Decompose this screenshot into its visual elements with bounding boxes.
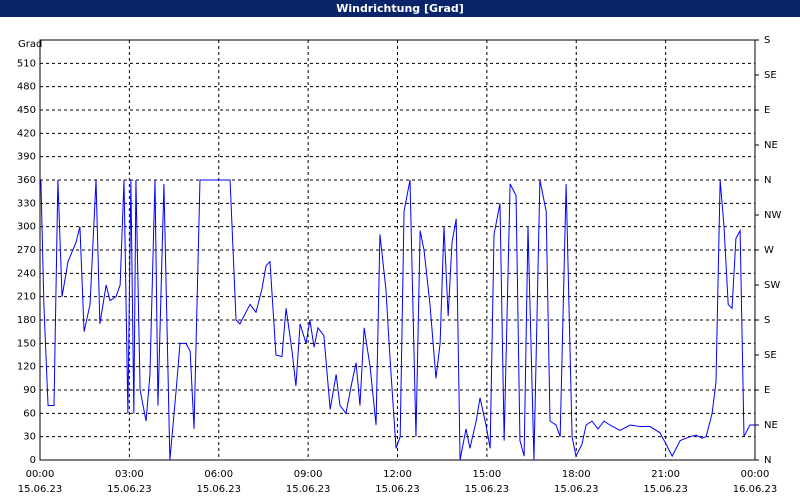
y2-tick-label: NE <box>764 140 778 151</box>
x-tick-date: 15.06.23 <box>643 484 688 495</box>
data-line <box>40 179 755 461</box>
x-tick-date: 15.06.23 <box>286 484 331 495</box>
y2-tick-label: SE <box>764 350 777 361</box>
x-tick-date: 15.06.23 <box>375 484 420 495</box>
y-tick-label: 330 <box>17 198 36 209</box>
y-tick-label: 150 <box>17 338 36 349</box>
y2-tick-label: SE <box>764 70 777 81</box>
y-tick-label: 390 <box>17 152 36 163</box>
y-tick-label: 120 <box>17 362 36 373</box>
y-tick-label: 210 <box>17 292 36 303</box>
y-tick-label: 420 <box>17 128 36 139</box>
y-tick-label: 360 <box>17 175 36 186</box>
y-tick-label: 450 <box>17 105 36 116</box>
y-tick-label: 240 <box>17 268 36 279</box>
x-tick-label: 15:00 <box>472 469 501 480</box>
chart-title: Windrichtung [Grad] <box>0 0 800 17</box>
x-tick-date: 15.06.23 <box>465 484 510 495</box>
y2-tick-label: N <box>764 175 771 186</box>
x-tick-date: 16.06.23 <box>733 484 778 495</box>
y-axis-label: Grad <box>18 39 42 50</box>
x-tick-label: 21:00 <box>651 469 680 480</box>
y-tick-label: 510 <box>17 58 36 69</box>
y-tick-label: 180 <box>17 315 36 326</box>
x-tick-label: 12:00 <box>383 469 412 480</box>
x-tick-label: 00:00 <box>26 469 55 480</box>
y-tick-label: 0 <box>30 455 36 466</box>
x-tick-date: 15.06.23 <box>18 484 63 495</box>
y2-tick-label: E <box>764 105 770 116</box>
y-tick-label: 270 <box>17 245 36 256</box>
y2-tick-label: E <box>764 385 770 396</box>
x-tick-label: 00:00 <box>741 469 770 480</box>
y2-tick-label: NE <box>764 420 778 431</box>
y-tick-label: 90 <box>23 385 36 396</box>
y2-tick-label: S <box>764 35 770 46</box>
y-tick-label: 480 <box>17 82 36 93</box>
y2-tick-label: SW <box>764 280 780 291</box>
x-tick-date: 15.06.23 <box>196 484 241 495</box>
y2-tick-label: S <box>764 315 770 326</box>
y-tick-label: 60 <box>23 408 36 419</box>
y2-tick-label: NW <box>764 210 781 221</box>
x-tick-date: 15.06.23 <box>107 484 152 495</box>
y-tick-label: 30 <box>23 432 36 443</box>
x-tick-label: 09:00 <box>294 469 323 480</box>
x-tick-label: 03:00 <box>115 469 144 480</box>
y2-tick-label: N <box>764 455 771 466</box>
plot-frame <box>39 39 756 461</box>
x-tick-label: 06:00 <box>204 469 233 480</box>
x-tick-label: 18:00 <box>562 469 591 480</box>
x-tick-date: 15.06.23 <box>554 484 599 495</box>
y-tick-label: 300 <box>17 222 36 233</box>
y2-tick-label: W <box>764 245 774 256</box>
